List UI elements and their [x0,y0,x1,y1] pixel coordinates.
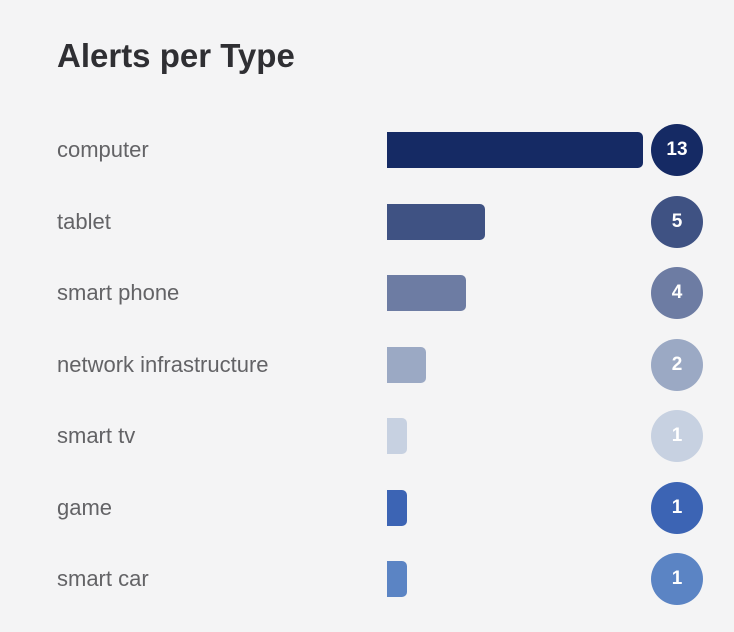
bar-row: computer 13 [0,124,734,176]
bar-row: smart car 1 [0,553,734,605]
category-label: smart car [57,566,149,591]
bar [387,561,407,597]
category-label: game [57,494,113,520]
category-label: smart tv [57,423,136,448]
bar-row: smart phone 4 [0,267,734,319]
value-badge: 4 [651,267,703,319]
chart-title: Alerts per Type [57,37,295,74]
bar-row: network infrastructure 2 [0,338,734,391]
bar [387,489,407,526]
value-badge: 1 [651,410,703,462]
bar-row: smart tv 1 [0,410,734,462]
bar-row: game 1 [0,481,734,534]
value-badge: 2 [651,338,703,391]
value-badge: 13 [651,124,703,176]
category-label: tablet [57,208,111,234]
bar [387,203,486,240]
bar-row: tablet 5 [0,195,734,248]
value-badge: 5 [651,195,703,248]
value-badge: 1 [651,553,703,605]
category-label: computer [57,137,149,162]
bar [387,132,643,168]
bar [387,346,427,383]
value-badge: 1 [651,481,703,534]
category-label: smart phone [57,280,180,305]
bar [387,418,407,454]
category-label: network infrastructure [57,351,269,377]
bar [387,275,466,311]
